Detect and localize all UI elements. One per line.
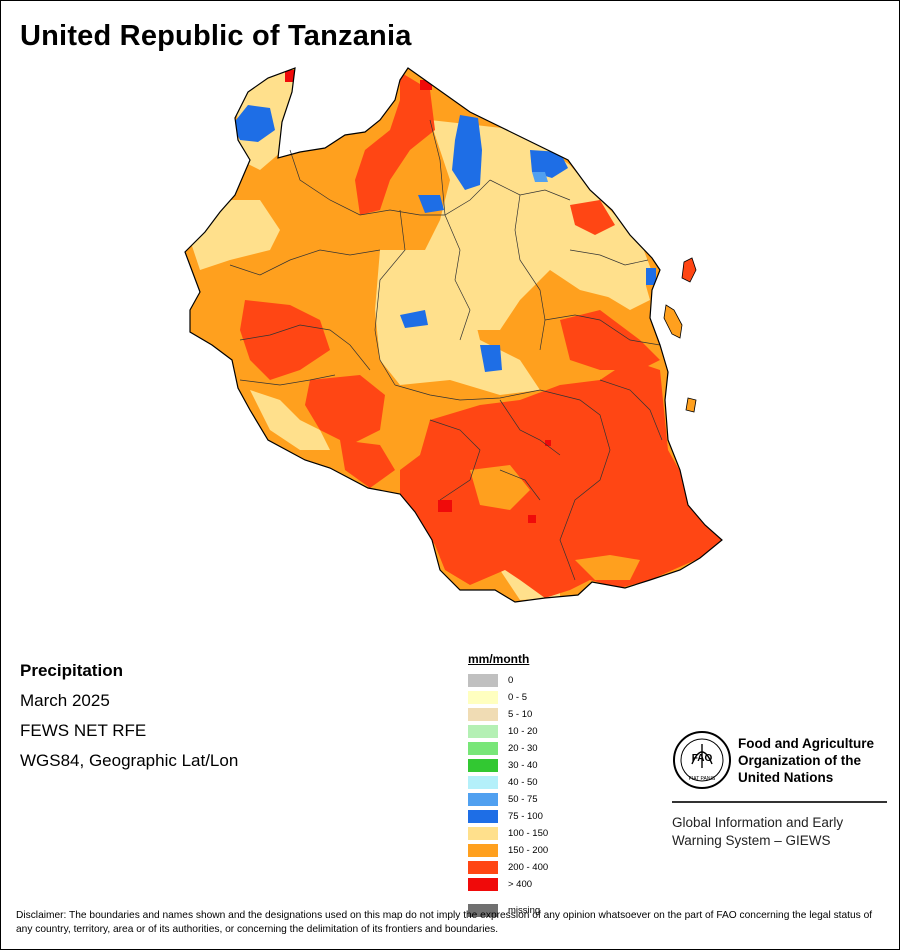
organization-name-line-2: Organization of the xyxy=(738,753,861,768)
zone-over-400-2 xyxy=(438,500,452,512)
map-title: United Republic of Tanzania xyxy=(20,20,412,52)
divider xyxy=(672,801,887,803)
legend-item: 150 - 200 xyxy=(468,842,548,859)
zone-200-400-northeast-kagera xyxy=(355,72,435,215)
admin-boundaries xyxy=(229,119,663,581)
zone-over-400-5 xyxy=(285,70,295,82)
zone-150-200-south-border xyxy=(575,555,640,580)
zone-over-400-1 xyxy=(420,80,432,90)
legend-label: 100 - 150 xyxy=(508,828,549,839)
zone-75-100-central-west xyxy=(400,310,428,328)
zanzibar-island xyxy=(663,304,683,339)
giews-line-2: Warning System – GIEWS xyxy=(672,833,831,848)
legend-label: missing xyxy=(508,905,541,916)
zone-75-100-northeast xyxy=(530,150,568,178)
legend-swatch xyxy=(468,810,498,823)
organization-name: Food and Agriculture Organization of the… xyxy=(738,735,888,786)
legend-swatch xyxy=(468,691,498,704)
legend-title: mm/month xyxy=(468,652,530,666)
legend-item: 30 - 40 xyxy=(468,757,538,774)
pemba-island xyxy=(681,257,697,283)
legend-item: 200 - 400 xyxy=(468,859,548,876)
zone-75-100-central xyxy=(480,345,502,372)
legend-swatch xyxy=(468,861,498,874)
legend-item: 100 - 150 xyxy=(468,825,548,842)
organization-block: FAO FIAT PANIS Food and Agriculture Orga… xyxy=(672,730,888,850)
legend-swatch xyxy=(468,759,498,772)
legend-label: 0 - 5 xyxy=(508,692,528,703)
legend-label: 50 - 75 xyxy=(508,794,538,805)
zone-75-100-northwest xyxy=(232,105,275,142)
precipitation-zones xyxy=(190,70,722,600)
legend-label: 5 - 10 xyxy=(508,709,533,720)
legend: mm/month 0 0 - 5 5 - 10 10 - 20 20 - 30 30 - … xyxy=(468,652,598,917)
zone-75-100-north-central xyxy=(418,195,444,213)
organization-name-line-1: Food and Agriculture xyxy=(738,736,874,751)
legend-swatch xyxy=(468,904,498,917)
disclaimer: Disclaimer: The boundaries and names sho… xyxy=(16,910,873,935)
legend-label: 30 - 40 xyxy=(508,760,538,771)
giews-name: Global Information and Early Warning Sys… xyxy=(672,814,888,850)
tanzania-map-svg xyxy=(184,67,723,603)
zone-200-400-east-highlands xyxy=(570,200,615,235)
zone-200-400-southwest xyxy=(340,440,395,488)
legend-label: 40 - 50 xyxy=(508,777,538,788)
legend-swatch xyxy=(468,742,498,755)
legend-swatch xyxy=(468,827,498,840)
legend-item: 75 - 100 xyxy=(468,808,543,825)
legend-label: > 400 xyxy=(508,879,533,890)
zone-100-150-lake-tanganyika xyxy=(250,390,330,450)
mafia-island xyxy=(685,397,697,413)
legend-label: 150 - 200 xyxy=(508,845,549,856)
legend-item: > 400 xyxy=(468,876,532,893)
legend-swatch xyxy=(468,674,498,687)
legend-item: 10 - 20 xyxy=(468,723,538,740)
period-label: March 2025 xyxy=(20,691,110,710)
legend-item: 20 - 30 xyxy=(468,740,538,757)
variable-label: Precipitation xyxy=(20,661,123,680)
legend-swatch xyxy=(468,793,498,806)
organization-name-line-3: United Nations xyxy=(738,770,834,785)
legend-item: missing xyxy=(468,902,540,919)
svg-text:FIAT PANIS: FIAT PANIS xyxy=(689,776,716,782)
svg-text:FAO: FAO xyxy=(692,753,713,764)
zone-over-400-3 xyxy=(528,515,536,523)
legend-label: 10 - 20 xyxy=(508,726,538,737)
zone-over-400-4 xyxy=(545,440,551,446)
legend-swatch xyxy=(468,844,498,857)
projection-label: WGS84, Geographic Lat/Lon xyxy=(20,751,239,770)
source-label: FEWS NET RFE xyxy=(20,721,147,740)
zone-75-100-serengeti xyxy=(452,115,482,190)
map-info: Precipitation March 2025 FEWS NET RFE WG… xyxy=(20,656,238,776)
zone-200-400-central-west xyxy=(305,375,385,445)
legend-swatch xyxy=(468,878,498,891)
tanzania-outline xyxy=(184,67,723,603)
fao-logo-icon: FAO FIAT PANIS xyxy=(673,731,731,789)
zone-200-400-south-main xyxy=(400,360,722,598)
legend-label: 20 - 30 xyxy=(508,743,538,754)
giews-line-1: Global Information and Early xyxy=(672,815,844,830)
zone-100-150-east xyxy=(600,265,650,310)
zone-75-100-coast xyxy=(646,268,656,285)
legend-item: 50 - 75 xyxy=(468,791,538,808)
legend-item: 0 - 5 xyxy=(468,689,527,706)
precipitation-map xyxy=(170,60,730,610)
legend-item: 5 - 10 xyxy=(468,706,532,723)
legend-item: 40 - 50 xyxy=(468,774,538,791)
legend-label: 75 - 100 xyxy=(508,811,543,822)
zone-200-400-southeast-coast xyxy=(560,310,660,370)
legend-swatch xyxy=(468,776,498,789)
legend-label: 0 xyxy=(508,675,514,686)
legend-item: 0 xyxy=(468,672,513,689)
zone-50-75-north xyxy=(532,172,548,182)
legend-swatch xyxy=(468,725,498,738)
legend-label: 200 - 400 xyxy=(508,862,549,873)
legend-swatch xyxy=(468,708,498,721)
zone-200-400-west xyxy=(240,300,330,380)
